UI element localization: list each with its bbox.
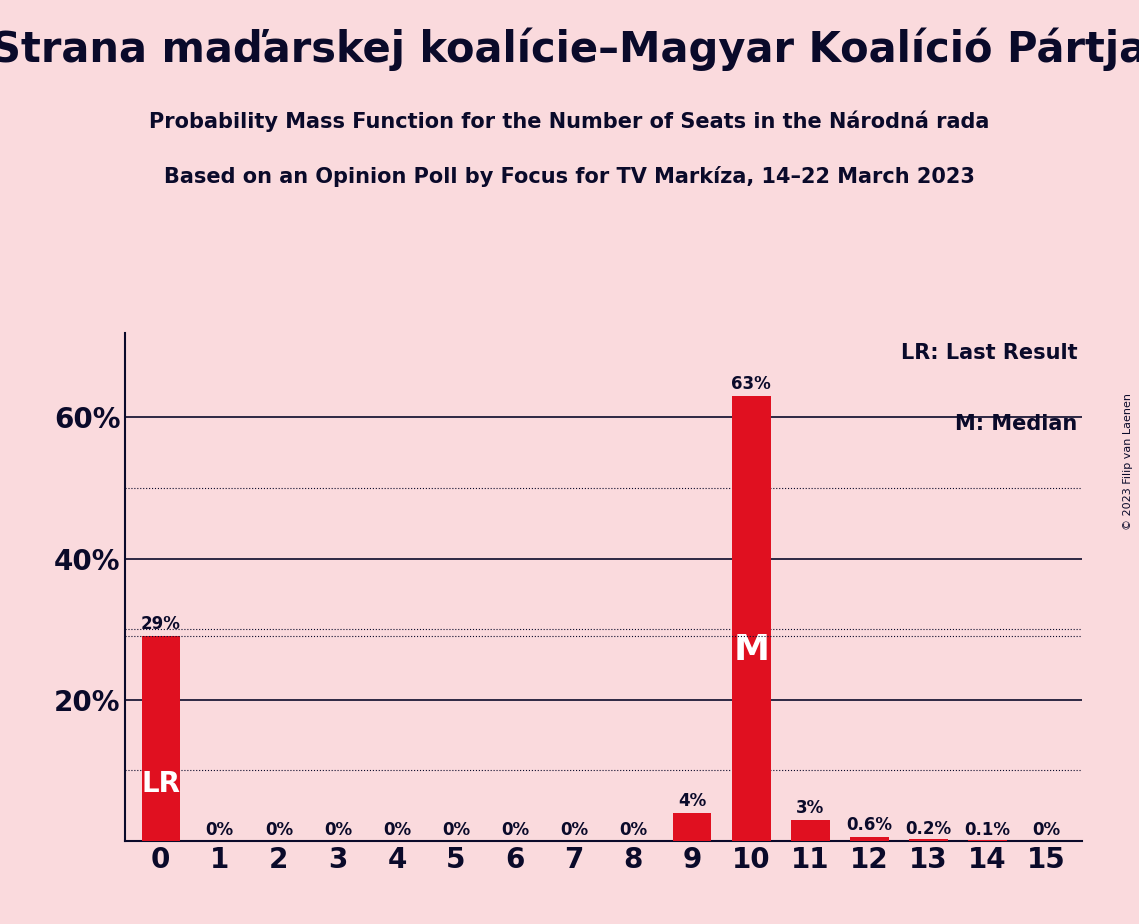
Text: 0%: 0%	[323, 821, 352, 839]
Text: 0%: 0%	[560, 821, 588, 839]
Text: 0%: 0%	[442, 821, 470, 839]
Text: 63%: 63%	[731, 375, 771, 394]
Text: 3%: 3%	[796, 799, 825, 817]
Text: 0%: 0%	[1033, 821, 1060, 839]
Text: LR: LR	[141, 770, 180, 797]
Bar	[673, 812, 712, 841]
Text: M: Median: M: Median	[954, 414, 1077, 434]
Text: M: M	[734, 633, 769, 666]
Text: 0.6%: 0.6%	[846, 816, 893, 833]
Text: 0.2%: 0.2%	[906, 820, 951, 838]
Text: LR: Last Result: LR: Last Result	[901, 343, 1077, 363]
Text: Based on an Opinion Poll by Focus for TV Markíza, 14–22 March 2023: Based on an Opinion Poll by Focus for TV…	[164, 166, 975, 188]
Text: 0%: 0%	[501, 821, 530, 839]
Bar	[792, 820, 829, 841]
Text: 0%: 0%	[620, 821, 647, 839]
Text: 0%: 0%	[206, 821, 233, 839]
Text: 0.1%: 0.1%	[965, 821, 1010, 839]
Text: 29%: 29%	[141, 615, 181, 633]
Bar	[732, 396, 770, 841]
Text: 0%: 0%	[383, 821, 411, 839]
Bar	[850, 836, 888, 841]
Bar	[909, 839, 948, 841]
Text: © 2023 Filip van Laenen: © 2023 Filip van Laenen	[1123, 394, 1133, 530]
Text: 4%: 4%	[678, 792, 706, 809]
Text: 0%: 0%	[264, 821, 293, 839]
Text: Strana maďarskej koalície–Magyar Koalíció Pártja: Strana maďarskej koalície–Magyar Koalíci…	[0, 28, 1139, 71]
Bar	[141, 636, 180, 841]
Text: Probability Mass Function for the Number of Seats in the Národná rada: Probability Mass Function for the Number…	[149, 111, 990, 132]
